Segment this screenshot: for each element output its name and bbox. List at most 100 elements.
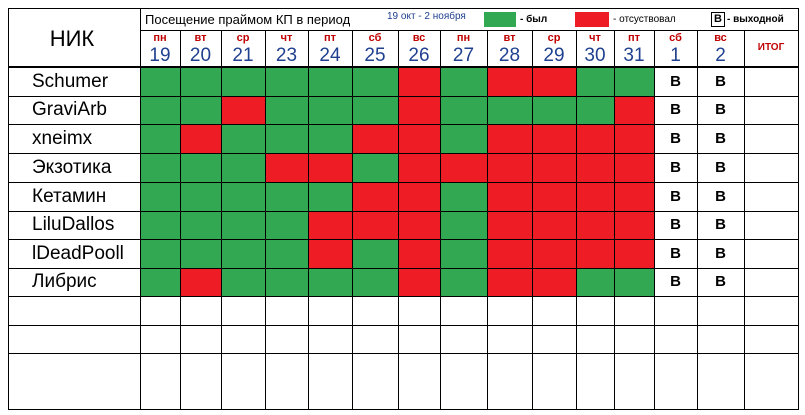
grid-line xyxy=(8,66,799,68)
attendance-cell-present xyxy=(440,239,487,268)
attendance-cell-absent xyxy=(576,239,614,268)
day-number: 2 xyxy=(715,45,726,66)
attendance-cell-present xyxy=(180,239,221,268)
grid-line xyxy=(8,182,799,183)
player-name: lDeadPooll xyxy=(32,243,124,264)
attendance-cell-present xyxy=(352,239,398,268)
grid-line xyxy=(8,153,799,154)
player-name: GraviArb xyxy=(32,99,107,120)
attendance-cell-present xyxy=(140,124,180,153)
day-number: 25 xyxy=(364,45,386,66)
attendance-cell-absent xyxy=(487,239,532,268)
attendance-cell-absent xyxy=(532,67,576,96)
attendance-cell-present xyxy=(308,268,352,296)
grid-line xyxy=(8,296,799,297)
attendance-cell-absent xyxy=(532,239,576,268)
legend-dayoff-letter: В xyxy=(714,13,722,25)
attendance-cell-present xyxy=(265,211,308,239)
attendance-cell-present xyxy=(308,67,352,96)
attendance-cell-absent xyxy=(265,153,308,182)
attendance-cell-absent xyxy=(614,211,654,239)
dayoff-mark: В xyxy=(715,245,726,262)
grid-line xyxy=(180,30,181,409)
attendance-cell-present xyxy=(140,96,180,124)
day-number: 19 xyxy=(149,45,171,66)
weekday-label: вс xyxy=(714,32,727,44)
player-name: Schumer xyxy=(32,71,109,92)
day-number: 24 xyxy=(319,45,341,66)
attendance-cell-present xyxy=(140,153,180,182)
player-name: Экзотика xyxy=(32,157,112,178)
attendance-cell-present xyxy=(140,211,180,239)
grid-line xyxy=(221,30,222,409)
attendance-cell-present xyxy=(576,96,614,124)
attendance-cell-absent xyxy=(352,182,398,211)
legend-dayoff-box xyxy=(711,12,725,27)
attendance-cell-present xyxy=(180,67,221,96)
day-number: 30 xyxy=(584,45,606,66)
dayoff-mark: В xyxy=(670,73,681,90)
attendance-cell-present xyxy=(352,67,398,96)
day-number: 31 xyxy=(623,45,645,66)
dayoff-mark: В xyxy=(670,216,681,233)
dayoff-mark: В xyxy=(670,245,681,262)
attendance-cell-present xyxy=(576,268,614,296)
attendance-cell-present xyxy=(221,211,265,239)
attendance-cell-present xyxy=(532,96,576,124)
attendance-cell-present xyxy=(440,96,487,124)
attendance-cell-present xyxy=(265,239,308,268)
weekday-label: ср xyxy=(547,32,561,44)
attendance-cell-absent xyxy=(398,239,440,268)
attendance-cell-present xyxy=(265,182,308,211)
grid-line xyxy=(8,8,799,9)
attendance-cell-absent xyxy=(614,96,654,124)
day-number: 27 xyxy=(452,45,475,66)
weekday-label: чт xyxy=(589,32,601,44)
attendance-cell-absent xyxy=(398,67,440,96)
attendance-cell-absent xyxy=(532,124,576,153)
attendance-cell-present xyxy=(308,96,352,124)
attendance-cell-absent xyxy=(487,67,532,96)
attendance-cell-absent xyxy=(221,96,265,124)
attendance-cell-present xyxy=(180,211,221,239)
attendance-cell-absent xyxy=(398,96,440,124)
attendance-cell-present xyxy=(265,268,308,296)
attendance-cell-absent xyxy=(614,239,654,268)
dayoff-mark: В xyxy=(670,130,681,147)
dayoff-mark: В xyxy=(715,130,726,147)
attendance-cell-absent xyxy=(614,124,654,153)
attendance-cell-present xyxy=(221,239,265,268)
day-number: 29 xyxy=(543,45,565,66)
attendance-cell-absent xyxy=(487,124,532,153)
weekday-label: вт xyxy=(503,32,516,44)
dayoff-mark: В xyxy=(715,159,726,176)
attendance-cell-present xyxy=(352,96,398,124)
attendance-cell-absent xyxy=(532,153,576,182)
attendance-cell-absent xyxy=(398,124,440,153)
attendance-cell-present xyxy=(440,124,487,153)
weekday-label: вт xyxy=(194,32,207,44)
day-number: 28 xyxy=(498,45,521,66)
grid-line xyxy=(798,8,799,409)
attendance-cell-present xyxy=(221,153,265,182)
legend-dayoff-label: - выходной xyxy=(727,14,784,25)
grid-line xyxy=(440,30,441,409)
attendance-cell-absent xyxy=(352,211,398,239)
nick-column-header: НИК xyxy=(49,26,95,51)
grid-line xyxy=(8,8,9,409)
grid-line xyxy=(576,30,577,409)
grid-line xyxy=(744,30,745,409)
weekday-label: сб xyxy=(368,32,382,44)
weekday-label: чт xyxy=(280,32,293,44)
grid-line xyxy=(398,30,399,409)
attendance-cell-absent xyxy=(487,182,532,211)
attendance-cell-present xyxy=(352,268,398,296)
attendance-cell-absent xyxy=(180,124,221,153)
attendance-cell-absent xyxy=(180,268,221,296)
attendance-cell-absent xyxy=(308,211,352,239)
grid-line xyxy=(8,353,799,354)
attendance-cell-absent xyxy=(398,182,440,211)
attendance-cell-present xyxy=(180,153,221,182)
player-name: xneimx xyxy=(32,128,93,149)
attendance-cell-absent xyxy=(532,268,576,296)
